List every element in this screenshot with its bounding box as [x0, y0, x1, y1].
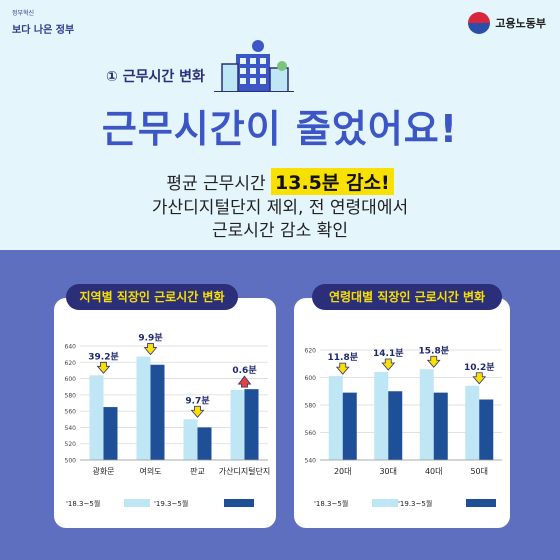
y-tick-label: 580: [65, 392, 77, 399]
bar-2018: [136, 356, 151, 460]
data-label: 39.2분: [88, 351, 119, 362]
decrease-arrow-icon: [335, 362, 350, 375]
legend-swatch: [372, 499, 398, 507]
data-label: 11.8분: [328, 352, 359, 363]
y-tick-label: 540: [65, 425, 77, 432]
bar-2019: [479, 399, 494, 460]
decrease-arrow-icon: [190, 405, 205, 418]
bar-2019: [244, 389, 259, 460]
bar-2018: [374, 372, 389, 460]
category-label: 광화문: [92, 466, 114, 476]
legend-swatch: [466, 499, 496, 507]
government-innovation-logo: 정부혁신 보다 나은 정부: [12, 10, 76, 38]
legend-label: '18.3~5월: [66, 499, 100, 508]
brand-big-text: 보다 나은 정부: [12, 25, 75, 36]
category-label: 20대: [334, 467, 352, 476]
data-label: 10.2분: [464, 362, 495, 373]
bar-2018: [89, 375, 104, 460]
decrease-arrow-icon: [426, 355, 441, 368]
decrease-arrow-icon: [381, 358, 396, 371]
region-chart-title: 지역별 직장인 근로시간 변화: [66, 284, 238, 310]
category-label: 가산디지털단지: [219, 466, 271, 476]
data-label: 14.1분: [373, 348, 404, 359]
bar-2019: [433, 392, 448, 460]
y-tick-label: 640: [65, 344, 77, 351]
decrease-arrow-icon: [96, 361, 111, 374]
bar-2018: [183, 419, 198, 460]
category-label: 30대: [379, 467, 397, 476]
section-label: ① 근무시간 변화: [106, 69, 205, 85]
legend-label: '18.3~5월: [314, 499, 348, 508]
data-label: 0.6분: [232, 365, 256, 376]
bar-2018: [465, 385, 480, 460]
bar-2018: [328, 376, 343, 460]
legend-label: '19.3~5월: [398, 499, 432, 508]
y-tick-label: 600: [65, 376, 77, 383]
summary-prefix: 평균 근무시간: [166, 174, 266, 194]
y-tick-label: 580: [305, 403, 317, 410]
bar-2018: [230, 389, 245, 460]
headline: 근무시간이 줄었어요!: [101, 107, 459, 151]
legend-swatch: [224, 499, 254, 507]
y-tick-label: 620: [65, 360, 77, 367]
age-chart-title: 연령대별 직장인 근로시간 변화: [312, 284, 502, 310]
bar-2019: [342, 392, 357, 460]
legend-swatch: [124, 499, 150, 507]
data-label: 15.8분: [419, 345, 450, 356]
office-building-icon: [214, 40, 294, 92]
legend-label: '19.3~5월: [154, 499, 188, 508]
category-label: 여의도: [139, 466, 161, 476]
summary-line-3: 근로시간 감소 확인: [212, 221, 348, 241]
y-tick-label: 520: [65, 441, 77, 448]
top-panel: [0, 0, 560, 250]
y-tick-label: 560: [65, 409, 77, 416]
decrease-arrow-icon: [143, 343, 158, 356]
bar-2019: [150, 364, 165, 460]
age-chart-card: 620 600 580 560 540 20대 11.8분 30대 14.1분 40대 15.8분 5…: [294, 298, 510, 528]
summary-line-2: 가산디지털단지 제외, 전 연령대에서: [151, 198, 409, 218]
data-label: 9.9분: [138, 333, 162, 344]
age-chart: 620 600 580 560 540 20대 11.8분 30대 14.1분 40대 15.8분 5…: [305, 345, 502, 508]
y-tick-label: 600: [305, 375, 317, 382]
category-label: 50대: [470, 467, 488, 476]
bar-2018: [419, 369, 434, 460]
y-tick-label: 620: [305, 348, 317, 355]
category-label: 판교: [190, 467, 205, 476]
ministry-logo: 고용노동부: [468, 12, 546, 34]
decrease-arrow-icon: [472, 372, 487, 385]
bar-2019: [197, 427, 212, 460]
y-tick-label: 500: [65, 458, 77, 465]
bar-2019: [388, 391, 403, 460]
brand-small-text: 정부혁신: [12, 10, 35, 17]
y-tick-label: 560: [305, 430, 317, 437]
bar-2019: [103, 407, 118, 460]
summary-line-1: 평균 근무시간 13.5분 감소!: [0, 168, 560, 195]
category-label: 40대: [425, 467, 443, 476]
data-label: 9.7분: [185, 395, 209, 406]
increase-arrow-icon: [237, 375, 252, 388]
ministry-name: 고용노동부: [495, 17, 546, 30]
taegeuk-emblem-icon: [468, 12, 491, 34]
summary-highlight: 13.5분 감소!: [271, 168, 394, 195]
y-tick-label: 540: [305, 458, 317, 465]
